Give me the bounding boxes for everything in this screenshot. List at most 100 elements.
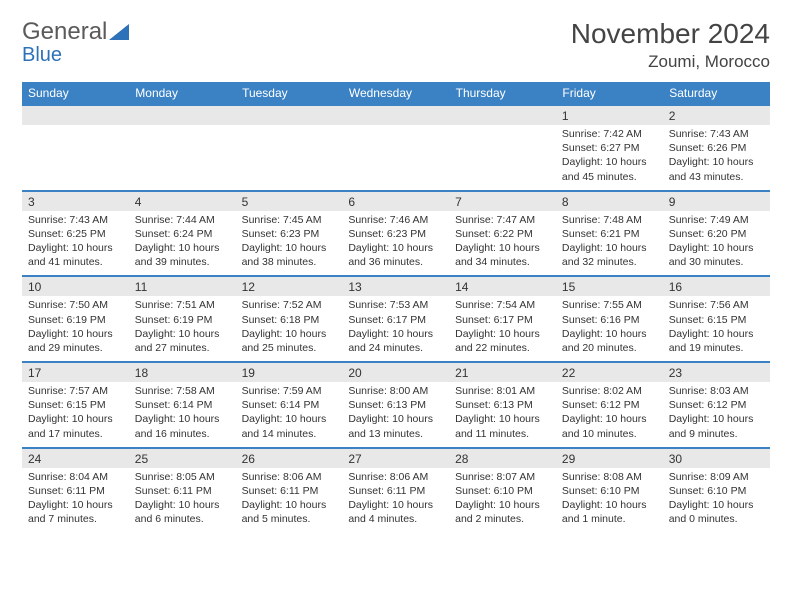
week-number-row: 24252627282930 <box>22 448 770 468</box>
daylight-line: Daylight: 10 hours and 45 minutes. <box>562 155 657 183</box>
week-detail-row: Sunrise: 7:42 AMSunset: 6:27 PMDaylight:… <box>22 125 770 191</box>
sunrise-line: Sunrise: 8:03 AM <box>669 384 764 398</box>
sunrise-line: Sunrise: 7:44 AM <box>135 213 230 227</box>
day-number: 27 <box>348 452 361 466</box>
daylight-line: Daylight: 10 hours and 20 minutes. <box>562 327 657 355</box>
sunset-line: Sunset: 6:26 PM <box>669 141 764 155</box>
day-detail-cell: Sunrise: 8:04 AMSunset: 6:11 PMDaylight:… <box>22 468 129 533</box>
week-detail-row: Sunrise: 7:50 AMSunset: 6:19 PMDaylight:… <box>22 296 770 362</box>
day-number-cell: 13 <box>342 276 449 296</box>
day-detail-cell: Sunrise: 7:51 AMSunset: 6:19 PMDaylight:… <box>129 296 236 362</box>
brand-logo: General <box>22 18 131 46</box>
daylight-line: Daylight: 10 hours and 2 minutes. <box>455 498 550 526</box>
day-detail-cell: Sunrise: 7:53 AMSunset: 6:17 PMDaylight:… <box>342 296 449 362</box>
day-number-cell: 17 <box>22 362 129 382</box>
sunrise-line: Sunrise: 7:46 AM <box>348 213 443 227</box>
day-detail-cell: Sunrise: 7:43 AMSunset: 6:26 PMDaylight:… <box>663 125 770 191</box>
day-number-cell: 10 <box>22 276 129 296</box>
sunrise-line: Sunrise: 8:06 AM <box>348 470 443 484</box>
daylight-line: Daylight: 10 hours and 1 minute. <box>562 498 657 526</box>
sunset-line: Sunset: 6:14 PM <box>135 398 230 412</box>
day-number: 12 <box>242 280 255 294</box>
day-number: 30 <box>669 452 682 466</box>
sunset-line: Sunset: 6:15 PM <box>28 398 123 412</box>
day-number-cell: 2 <box>663 105 770 125</box>
sunset-line: Sunset: 6:21 PM <box>562 227 657 241</box>
sunrise-line: Sunrise: 7:47 AM <box>455 213 550 227</box>
sunrise-line: Sunrise: 7:51 AM <box>135 298 230 312</box>
calendar-page: General November 2024 Zoumi, Morocco Blu… <box>0 0 792 612</box>
day-number-cell: 25 <box>129 448 236 468</box>
day-detail-cell: Sunrise: 7:58 AMSunset: 6:14 PMDaylight:… <box>129 382 236 448</box>
daylight-line: Daylight: 10 hours and 17 minutes. <box>28 412 123 440</box>
day-detail-cell: Sunrise: 8:03 AMSunset: 6:12 PMDaylight:… <box>663 382 770 448</box>
day-number: 15 <box>562 280 575 294</box>
day-detail-cell: Sunrise: 7:50 AMSunset: 6:19 PMDaylight:… <box>22 296 129 362</box>
day-number: 11 <box>135 280 147 294</box>
sunset-line: Sunset: 6:11 PM <box>242 484 337 498</box>
sunrise-line: Sunrise: 8:08 AM <box>562 470 657 484</box>
day-detail-cell: Sunrise: 7:57 AMSunset: 6:15 PMDaylight:… <box>22 382 129 448</box>
day-number-cell: 21 <box>449 362 556 382</box>
day-number-cell: 20 <box>342 362 449 382</box>
day-detail-cell: Sunrise: 7:48 AMSunset: 6:21 PMDaylight:… <box>556 211 663 277</box>
day-detail-cell: Sunrise: 7:46 AMSunset: 6:23 PMDaylight:… <box>342 211 449 277</box>
daylight-line: Daylight: 10 hours and 16 minutes. <box>135 412 230 440</box>
week-detail-row: Sunrise: 8:04 AMSunset: 6:11 PMDaylight:… <box>22 468 770 533</box>
day-number: 16 <box>669 280 682 294</box>
daylight-line: Daylight: 10 hours and 34 minutes. <box>455 241 550 269</box>
day-number-cell: 14 <box>449 276 556 296</box>
day-number-cell: 4 <box>129 191 236 211</box>
day-number: 20 <box>348 366 361 380</box>
day-number-cell <box>129 105 236 125</box>
day-detail-cell: Sunrise: 8:00 AMSunset: 6:13 PMDaylight:… <box>342 382 449 448</box>
daylight-line: Daylight: 10 hours and 13 minutes. <box>348 412 443 440</box>
day-number: 7 <box>455 195 462 209</box>
calendar-table: Sunday Monday Tuesday Wednesday Thursday… <box>22 82 770 532</box>
day-detail-cell: Sunrise: 7:54 AMSunset: 6:17 PMDaylight:… <box>449 296 556 362</box>
day-number-cell: 12 <box>236 276 343 296</box>
daylight-line: Daylight: 10 hours and 30 minutes. <box>669 241 764 269</box>
sunrise-line: Sunrise: 8:01 AM <box>455 384 550 398</box>
day-detail-cell: Sunrise: 7:43 AMSunset: 6:25 PMDaylight:… <box>22 211 129 277</box>
day-detail-cell: Sunrise: 7:59 AMSunset: 6:14 PMDaylight:… <box>236 382 343 448</box>
sunrise-line: Sunrise: 7:56 AM <box>669 298 764 312</box>
day-number-cell: 7 <box>449 191 556 211</box>
day-number-cell: 27 <box>342 448 449 468</box>
sunset-line: Sunset: 6:10 PM <box>562 484 657 498</box>
day-number-cell: 11 <box>129 276 236 296</box>
daylight-line: Daylight: 10 hours and 41 minutes. <box>28 241 123 269</box>
day-detail-cell: Sunrise: 8:01 AMSunset: 6:13 PMDaylight:… <box>449 382 556 448</box>
dayname-tuesday: Tuesday <box>236 82 343 105</box>
sunset-line: Sunset: 6:19 PM <box>135 313 230 327</box>
sunset-line: Sunset: 6:12 PM <box>562 398 657 412</box>
sunset-line: Sunset: 6:11 PM <box>135 484 230 498</box>
week-detail-row: Sunrise: 7:57 AMSunset: 6:15 PMDaylight:… <box>22 382 770 448</box>
day-number: 19 <box>242 366 255 380</box>
sunset-line: Sunset: 6:13 PM <box>348 398 443 412</box>
day-detail-cell: Sunrise: 7:49 AMSunset: 6:20 PMDaylight:… <box>663 211 770 277</box>
dayname-monday: Monday <box>129 82 236 105</box>
day-number: 24 <box>28 452 41 466</box>
day-number-cell: 28 <box>449 448 556 468</box>
sunset-line: Sunset: 6:17 PM <box>455 313 550 327</box>
dayname-wednesday: Wednesday <box>342 82 449 105</box>
sunrise-line: Sunrise: 7:54 AM <box>455 298 550 312</box>
day-detail-cell: Sunrise: 7:55 AMSunset: 6:16 PMDaylight:… <box>556 296 663 362</box>
day-number: 14 <box>455 280 468 294</box>
day-detail-cell: Sunrise: 7:45 AMSunset: 6:23 PMDaylight:… <box>236 211 343 277</box>
sunset-line: Sunset: 6:11 PM <box>348 484 443 498</box>
daylight-line: Daylight: 10 hours and 19 minutes. <box>669 327 764 355</box>
day-number: 10 <box>28 280 41 294</box>
day-number-cell: 19 <box>236 362 343 382</box>
day-number-cell: 24 <box>22 448 129 468</box>
header: General November 2024 Zoumi, Morocco <box>22 18 770 72</box>
brand-part1: General <box>22 18 107 46</box>
day-number: 9 <box>669 195 676 209</box>
day-detail-cell <box>22 125 129 191</box>
day-detail-cell: Sunrise: 7:56 AMSunset: 6:15 PMDaylight:… <box>663 296 770 362</box>
day-detail-cell: Sunrise: 8:06 AMSunset: 6:11 PMDaylight:… <box>236 468 343 533</box>
day-number-cell: 16 <box>663 276 770 296</box>
sunrise-line: Sunrise: 7:53 AM <box>348 298 443 312</box>
sunset-line: Sunset: 6:10 PM <box>455 484 550 498</box>
